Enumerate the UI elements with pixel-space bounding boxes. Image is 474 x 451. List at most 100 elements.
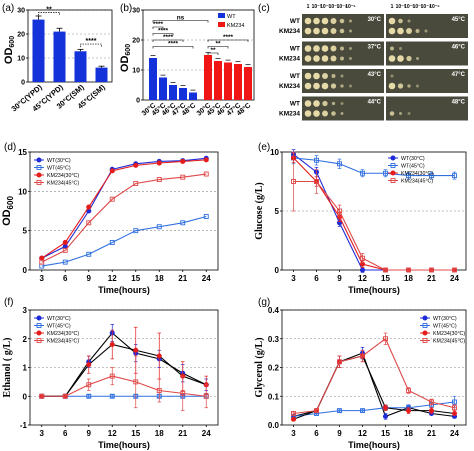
data-point (86, 382, 92, 388)
data-point (86, 251, 92, 257)
series-line (41, 215, 207, 267)
data-point (452, 399, 457, 405)
legend-label: KM234(30°C) (47, 331, 79, 337)
x-tick-label: 9 (87, 274, 92, 283)
y-tick-label: -1 (20, 421, 28, 430)
agar-plate: 47°C (386, 69, 468, 93)
x-tick-label: 18 (404, 429, 413, 438)
plate-temp: 37°C (368, 45, 382, 51)
data-point (156, 353, 162, 359)
data-point (203, 157, 209, 163)
x-tick-label: 18 (155, 274, 164, 283)
x-tick-label: 3 (40, 429, 45, 438)
significance-bracket (207, 46, 229, 49)
data-point (109, 373, 115, 379)
colony-spot (313, 27, 320, 35)
plate-background (386, 96, 468, 121)
data-point (39, 255, 45, 261)
y-axis-label: Ethanol ( g/L) (2, 337, 13, 397)
data-point (109, 240, 115, 245)
x-tick-label: 15 (131, 274, 140, 283)
legend-label: KM234(45°C) (433, 339, 465, 345)
y-axis-b-tick-label: 10 (132, 68, 140, 75)
data-point (36, 315, 42, 321)
plate-temp: 30°C (368, 17, 382, 23)
agar-plate: 43°C (302, 69, 384, 93)
bar (53, 31, 66, 83)
data-point (156, 388, 162, 393)
dilution-label: 1 (307, 4, 310, 10)
x-tick-label: 24 (450, 274, 459, 283)
colony-spot (388, 17, 396, 25)
strain-label: KM234 (279, 56, 300, 63)
colony-spot (304, 27, 312, 35)
strain-label: WT (290, 46, 300, 53)
data-point (429, 399, 434, 405)
colony-spot (313, 17, 320, 25)
y-axis-label-sub: 600 (6, 196, 15, 210)
colony-spot (331, 111, 336, 116)
y-axis-label: OD600 (119, 44, 132, 72)
colony-spot (304, 55, 312, 62)
colony-spot (313, 72, 320, 80)
data-point (290, 416, 297, 422)
data-point (390, 178, 396, 183)
data-point (359, 267, 366, 273)
bar (74, 51, 87, 82)
data-point (382, 413, 389, 419)
x-tick-label: 24 (450, 429, 459, 438)
data-point (406, 267, 411, 273)
data-point (62, 239, 68, 246)
colony-spot (330, 18, 337, 24)
panel-label: (c) (258, 3, 270, 14)
legend-label: KM234 (227, 23, 244, 29)
data-point (422, 315, 428, 321)
y-tick-label: 0.0 (268, 421, 280, 430)
x-tick-label: 24 (202, 429, 211, 438)
colony-spot (322, 100, 328, 107)
strain-label: WT (290, 73, 300, 80)
bar (149, 58, 157, 100)
legend-label: WT(45°C) (47, 166, 71, 172)
colony-spot (304, 82, 312, 90)
data-point (337, 408, 342, 414)
data-point (180, 174, 186, 180)
colony-spot (349, 47, 352, 50)
colony-spot (321, 27, 329, 35)
legend-label: KM234(30°C) (433, 331, 465, 337)
data-point (133, 162, 139, 168)
y-tick-label: 0 (23, 392, 28, 401)
dilution-label: 10⁻¹ (312, 4, 322, 10)
data-point (109, 341, 115, 348)
colony-spot (407, 19, 411, 23)
data-point (390, 170, 396, 176)
colony-spot (390, 46, 394, 51)
x-tick-label: 15 (131, 429, 140, 438)
colony-spot (407, 84, 411, 88)
colony-spot (397, 27, 404, 35)
colony-spot (304, 45, 312, 52)
data-point (390, 155, 396, 161)
y-tick-label: 10 (18, 187, 27, 196)
data-point (39, 393, 45, 399)
y-axis-a-tick-label: 30 (17, 8, 25, 15)
data-point (429, 173, 434, 179)
data-point (337, 359, 342, 365)
data-point (203, 214, 209, 219)
x-tick-label: 6 (63, 274, 68, 283)
data-point (406, 173, 411, 179)
dilution-label: 10⁻⁴ (421, 4, 432, 10)
data-point (39, 259, 45, 265)
data-point (383, 170, 388, 176)
y-axis-label: Glucose (g/L) (254, 182, 265, 240)
data-point (314, 179, 319, 184)
colony-spot (399, 112, 402, 115)
x-tick-label: 12 (108, 274, 117, 283)
data-point (451, 410, 458, 417)
panel-label: (e) (258, 142, 270, 153)
legend-label: KM234(45°C) (47, 181, 79, 187)
significance-bracket (207, 39, 249, 42)
y-tick-label: 15 (18, 148, 27, 157)
data-point (133, 347, 139, 353)
colony-spot (340, 102, 344, 105)
